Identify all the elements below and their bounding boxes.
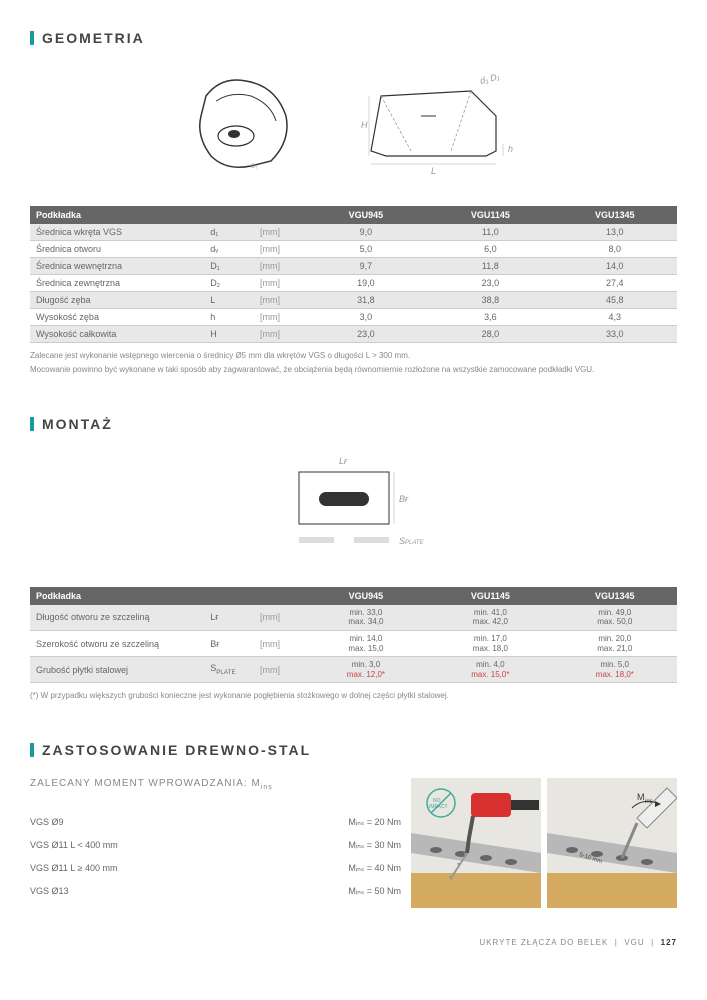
moment-list: ZALECANY MOMENT WPROWADZANIA: Mins VGS Ø… (30, 778, 401, 908)
montaz-table: PodkładkaVGU945VGU1145VGU1345Długość otw… (30, 587, 677, 684)
heading-geometria: GEOMETRIA (42, 30, 145, 46)
application-image-2: M ins 5-10 mm (547, 778, 677, 908)
svg-text:Bғ: Bғ (399, 494, 409, 504)
heading-zastosowanie: ZASTOSOWANIE DREWNO-STAL (42, 742, 311, 758)
montaz-note: (*) W przypadku większych grubości konie… (30, 691, 677, 701)
geom-note2: Mocowanie powinno być wykonane w taki sp… (30, 365, 677, 375)
svg-text:M: M (637, 792, 645, 802)
section-title-montaz: MONTAŻ (30, 416, 677, 432)
title-bar (30, 417, 34, 431)
svg-text:ins: ins (645, 799, 653, 805)
subtitle-moment: ZALECANY MOMENT WPROWADZANIA: Mins (30, 778, 401, 791)
svg-text:d₁ D₁: d₁ D₁ (479, 71, 501, 86)
svg-text:SPLATE: SPLATE (399, 536, 425, 546)
application-image-1: NO IMPACT (411, 778, 541, 908)
geometria-table: PodkładkaVGU945VGU1145VGU1345Średnica wk… (30, 206, 677, 343)
page-footer: UKRYTE ZŁĄCZA DO BELEK | VGU | 127 (30, 938, 677, 947)
zastosowanie-row: ZALECANY MOMENT WPROWADZANIA: Mins VGS Ø… (30, 778, 677, 908)
svg-text:L: L (431, 166, 436, 176)
section-title-zastosowanie: ZASTOSOWANIE DREWNO-STAL (30, 742, 677, 758)
svg-text:D₂: D₂ (251, 164, 258, 170)
title-bar (30, 31, 34, 45)
svg-text:IMPACT: IMPACT (429, 804, 448, 810)
svg-text:h: h (508, 144, 513, 154)
montaz-diagram: Lғ Bғ SPLATE (30, 452, 677, 572)
svg-text:H: H (361, 120, 368, 130)
svg-text:Lғ: Lғ (339, 456, 348, 466)
geom-note1: Zalecane jest wykonanie wstępnego wierce… (30, 351, 677, 361)
title-bar (30, 743, 34, 757)
section-title-geometria: GEOMETRIA (30, 30, 677, 46)
application-images: NO IMPACT M ins 5-10 mm (411, 778, 677, 908)
geometry-diagram: D₂ H L h d₁ D₁ (30, 66, 677, 186)
heading-montaz: MONTAŻ (42, 416, 113, 432)
